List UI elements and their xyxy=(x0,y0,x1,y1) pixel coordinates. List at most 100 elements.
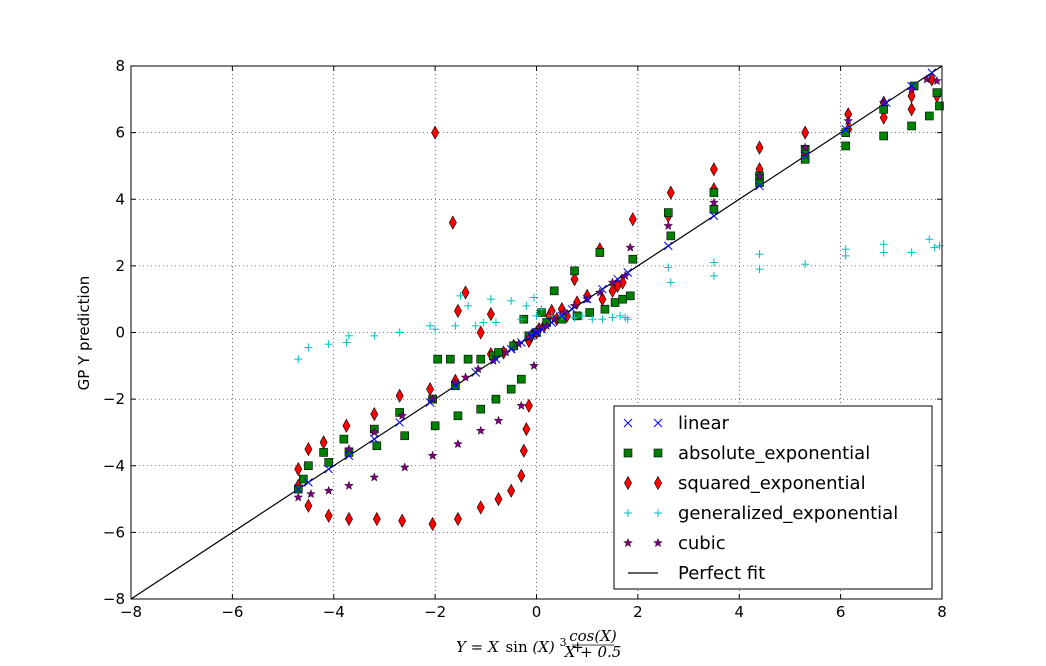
data-point xyxy=(516,400,527,410)
data-point xyxy=(369,434,379,444)
data-point xyxy=(369,472,380,482)
data-point xyxy=(754,170,765,181)
data-point xyxy=(306,489,316,499)
data-point xyxy=(755,250,764,259)
data-point xyxy=(476,354,486,364)
data-point xyxy=(618,275,627,290)
data-point xyxy=(755,265,764,274)
y-tick-label: 0 xyxy=(115,324,125,342)
legend: linear absolute_exponential squared_expone… xyxy=(613,405,933,590)
legend-label: linear xyxy=(678,413,730,434)
data-point xyxy=(506,384,516,394)
x-axis-label-denominator: X + 0.5 xyxy=(564,643,622,661)
legend-marker-icon xyxy=(623,448,633,458)
data-point xyxy=(595,248,605,257)
data-point xyxy=(463,354,473,364)
data-point xyxy=(370,406,379,422)
data-point xyxy=(935,101,944,111)
x-tick-label: 6 xyxy=(836,603,846,621)
data-point xyxy=(588,315,597,324)
data-point xyxy=(453,411,463,421)
data-point xyxy=(491,394,501,404)
data-point xyxy=(450,377,461,387)
data-point xyxy=(431,325,440,334)
legend-item: squared_exponential xyxy=(624,473,866,494)
data-point xyxy=(801,260,810,269)
data-point xyxy=(304,343,313,352)
data-point xyxy=(557,311,567,321)
series-generalized-exponential xyxy=(294,235,944,364)
data-point xyxy=(801,125,810,140)
data-point xyxy=(398,513,407,528)
data-point xyxy=(453,439,463,449)
data-point xyxy=(879,240,888,249)
data-point xyxy=(476,500,485,515)
data-point xyxy=(585,308,595,317)
data-point xyxy=(395,418,404,427)
data-point xyxy=(709,188,719,197)
data-point xyxy=(907,81,916,91)
y-tick-label: −6 xyxy=(103,523,125,541)
data-point xyxy=(400,431,410,441)
data-point xyxy=(448,215,457,230)
y-tick-label: −4 xyxy=(103,457,125,475)
data-point xyxy=(921,74,932,84)
data-point xyxy=(471,368,481,377)
data-point xyxy=(709,258,718,267)
data-point xyxy=(524,398,533,413)
data-point xyxy=(486,295,495,304)
legend-label: squared_exponential xyxy=(678,473,866,494)
x-tick-label: −6 xyxy=(221,603,243,621)
data-point xyxy=(344,331,353,340)
data-point xyxy=(372,511,381,527)
plot-area xyxy=(130,65,944,600)
data-point xyxy=(446,354,455,364)
data-point xyxy=(473,364,484,374)
data-point xyxy=(453,511,462,527)
data-point xyxy=(339,434,349,444)
data-point xyxy=(517,468,526,483)
x-tick-label: −8 xyxy=(120,603,142,621)
data-point xyxy=(909,81,919,91)
data-point xyxy=(610,298,620,307)
data-point xyxy=(879,131,889,141)
data-point xyxy=(456,291,465,300)
data-point xyxy=(471,321,480,330)
data-point xyxy=(582,294,592,304)
data-point xyxy=(907,102,916,117)
data-point xyxy=(476,404,486,414)
data-point xyxy=(494,348,503,357)
x-tick-label: 2 xyxy=(633,603,643,621)
data-point xyxy=(932,88,942,97)
legend-marker-icon xyxy=(653,537,663,548)
data-point xyxy=(323,485,334,495)
x-axis-label-numerator: cos(X) xyxy=(569,627,617,645)
legend-label: absolute_exponential xyxy=(678,443,870,464)
y-tick-label: 4 xyxy=(115,190,125,208)
data-point xyxy=(397,410,407,420)
data-point xyxy=(453,303,462,318)
data-point xyxy=(709,211,719,221)
legend-item: linear xyxy=(623,413,730,434)
x-tick-label: 8 xyxy=(937,603,947,621)
legend-marker-icon xyxy=(624,509,632,517)
data-point xyxy=(527,331,536,341)
legend-label: Perfect fit xyxy=(678,563,765,584)
data-point xyxy=(369,427,380,437)
data-point xyxy=(522,301,531,310)
data-point xyxy=(461,285,470,300)
data-point xyxy=(567,304,577,314)
data-point xyxy=(709,162,718,177)
data-point xyxy=(370,331,379,340)
data-point xyxy=(881,98,891,107)
x-tick-label: −2 xyxy=(424,603,446,621)
y-tick-label: 6 xyxy=(115,124,125,142)
data-point xyxy=(451,381,460,391)
data-point xyxy=(925,235,934,244)
data-point xyxy=(927,72,936,87)
data-point xyxy=(433,354,442,364)
data-point xyxy=(324,458,333,467)
legend-marker-icon xyxy=(653,418,663,428)
data-point xyxy=(709,197,719,207)
